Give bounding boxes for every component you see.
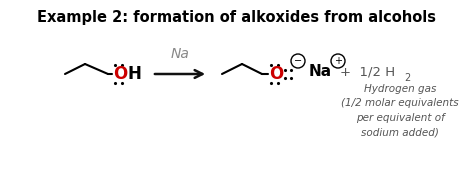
- Text: +  1/2 H: + 1/2 H: [340, 65, 395, 78]
- Text: +: +: [334, 56, 342, 66]
- Text: Example 2: formation of alkoxides from alcohols: Example 2: formation of alkoxides from a…: [37, 10, 437, 25]
- Text: O: O: [269, 65, 283, 83]
- Text: 2: 2: [404, 73, 410, 83]
- Text: O: O: [113, 65, 127, 83]
- Text: Na: Na: [171, 47, 190, 61]
- Text: −: −: [294, 56, 302, 66]
- Text: H: H: [127, 65, 141, 83]
- Text: Hydrogen gas
(1/2 molar equivalents
per equivalent of
sodium added): Hydrogen gas (1/2 molar equivalents per …: [341, 84, 459, 137]
- Text: Na: Na: [309, 64, 331, 80]
